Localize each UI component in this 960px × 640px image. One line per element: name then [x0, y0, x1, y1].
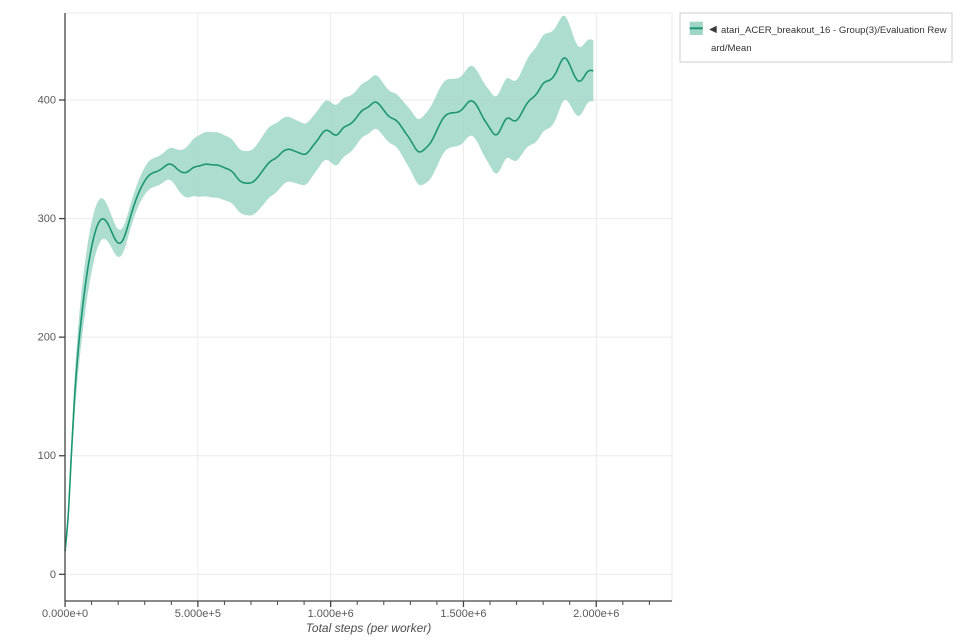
- svg-text:1.500e+6: 1.500e+6: [440, 608, 486, 620]
- svg-text:300: 300: [38, 213, 56, 225]
- svg-text:2.000e+6: 2.000e+6: [573, 608, 619, 620]
- svg-text:0: 0: [50, 569, 56, 581]
- svg-text:1.000e+6: 1.000e+6: [308, 608, 354, 620]
- svg-text:Total steps (per worker): Total steps (per worker): [306, 621, 432, 635]
- svg-text:5.000e+5: 5.000e+5: [175, 608, 221, 620]
- svg-text:200: 200: [38, 332, 56, 344]
- svg-text:ard/Mean: ard/Mean: [711, 43, 752, 54]
- svg-text:100: 100: [38, 450, 56, 462]
- svg-text:0.000e+0: 0.000e+0: [42, 608, 88, 620]
- svg-text:400: 400: [38, 95, 56, 107]
- svg-text:atari_ACER_breakout_16 - Group: atari_ACER_breakout_16 - Group(3)/Evalua…: [721, 25, 947, 36]
